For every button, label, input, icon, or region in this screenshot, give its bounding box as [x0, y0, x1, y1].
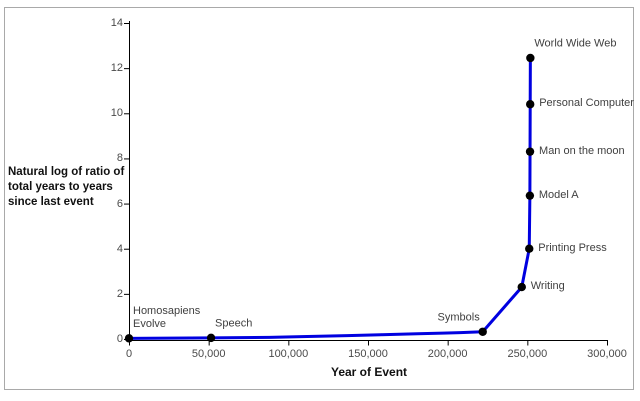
- x-tick-label: 250,000: [507, 348, 548, 360]
- data-point-marker: [525, 191, 535, 200]
- chart-line: [127, 56, 532, 340]
- x-tick-label: 50,000: [191, 348, 226, 360]
- data-point-marker: [525, 147, 535, 156]
- point-label: Man on the moon: [539, 144, 625, 157]
- y-tick-label: 10: [110, 107, 123, 120]
- x-tick-label: 300,000: [587, 348, 627, 360]
- point-label: Speech: [215, 317, 253, 330]
- data-point-marker: [206, 333, 216, 343]
- x-tick-label: 150,000: [348, 348, 388, 360]
- point-label: Printing Press: [538, 241, 607, 254]
- data-point-marker: [526, 100, 535, 109]
- y-tick-label: 12: [110, 62, 123, 75]
- x-tick-label: 200,000: [427, 348, 468, 360]
- point-label: World Wide Web: [534, 37, 617, 50]
- point-label: Symbols: [437, 311, 480, 324]
- y-tick-label: 0: [116, 333, 123, 345]
- data-point-marker: [526, 53, 535, 63]
- point-label: Personal Computer: [539, 97, 634, 110]
- data-point-marker: [478, 327, 487, 336]
- point-label: Model A: [538, 188, 579, 201]
- y-tick-label: 4: [116, 242, 123, 255]
- y-tick-label: 8: [116, 152, 123, 165]
- y-axis-title: Natural log of ratio of total years to y…: [8, 166, 125, 208]
- x-tick-label: 100,000: [268, 348, 309, 360]
- y-tick-label: 14: [110, 17, 123, 29]
- x-tick-label: 0: [125, 348, 133, 360]
- point-label: Writing: [530, 280, 565, 293]
- data-point-marker: [124, 334, 134, 343]
- data-point-marker: [525, 244, 534, 253]
- x-axis-title: Year of Event: [330, 365, 408, 379]
- y-tick-label: 6: [116, 197, 123, 210]
- y-tick-label: 2: [116, 287, 123, 300]
- point-label: Homosapiens Evolve: [133, 305, 201, 330]
- data-point-marker: [517, 282, 526, 292]
